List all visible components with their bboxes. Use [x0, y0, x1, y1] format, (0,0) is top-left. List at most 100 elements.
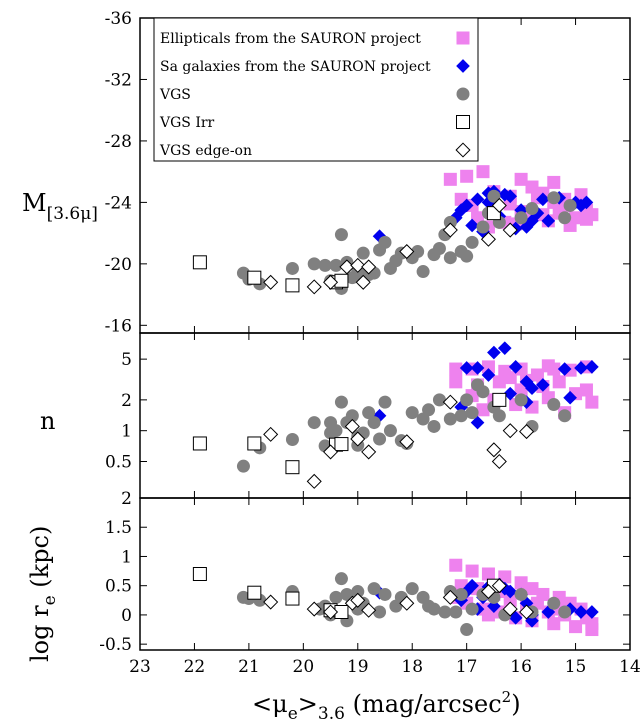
data-point-vgs-irr: [247, 436, 262, 451]
data-point-elliptical: [585, 623, 599, 637]
data-point-vgs: [443, 215, 457, 229]
data-point-vgs: [422, 599, 436, 613]
data-point-vgs: [563, 198, 577, 212]
data-marks-bottom: [192, 558, 599, 637]
data-point-sa-galaxy: [481, 368, 496, 382]
data-point-sa-galaxy: [574, 605, 588, 619]
legend-label: VGS: [159, 87, 191, 103]
data-point-sa-galaxy: [536, 192, 550, 207]
ticks-middle: 0.5 1 2 5: [105, 333, 631, 498]
data-point-vgs-edge-on: [480, 231, 496, 247]
legend-marker: [456, 115, 470, 129]
data-point-elliptical: [481, 360, 495, 374]
data-point-vgs-edge-on: [519, 604, 535, 620]
legend: Ellipticals from the SAURON project Sa ga…: [153, 17, 479, 162]
x-tick-label: 18: [401, 657, 423, 677]
data-point-elliptical: [585, 395, 599, 409]
data-point-vgs: [334, 572, 348, 586]
data-point-elliptical: [530, 368, 544, 382]
data-point-elliptical: [514, 172, 528, 186]
legend-box: [153, 17, 479, 162]
y-tick-label: 5: [121, 350, 132, 370]
data-point-vgs-irr: [192, 255, 207, 270]
data-point-sa-galaxy: [574, 198, 588, 213]
data-point-vgs-edge-on: [442, 222, 458, 238]
data-point-vgs: [460, 623, 474, 637]
y-axis-label-middle: n: [40, 407, 55, 435]
data-point-sa-galaxy: [465, 218, 479, 233]
data-point-vgs-edge-on: [399, 434, 415, 450]
x-tick-label: 15: [565, 657, 587, 677]
data-point-elliptical: [492, 375, 506, 389]
data-point-vgs-irr: [334, 437, 349, 452]
data-point-vgs: [558, 211, 572, 225]
legend-label: Sa galaxies from the SAURON project: [160, 59, 431, 75]
data-point-vgs: [514, 211, 528, 225]
data-point-elliptical: [481, 608, 495, 622]
data-point-vgs: [465, 235, 479, 249]
y-tick-label: 1.5: [105, 518, 132, 538]
data-point-vgs: [324, 426, 338, 440]
data-point-vgs: [307, 416, 321, 430]
data-point-vgs: [367, 416, 381, 430]
data-point-vgs: [411, 245, 425, 259]
data-point-sa-galaxy: [574, 361, 588, 375]
legend-label: VGS Irr: [159, 115, 215, 131]
data-point-vgs-edge-on: [323, 604, 339, 620]
y-tick-label: 0.5: [105, 453, 132, 473]
data-point-vgs-irr: [334, 273, 349, 288]
data-point-vgs-edge-on: [442, 394, 458, 410]
data-point-sa-galaxy: [563, 390, 577, 405]
data-point-vgs: [329, 590, 343, 604]
x-tick-label: 22: [184, 657, 206, 677]
data-point-vgs: [465, 602, 479, 616]
legend-marker: [456, 31, 470, 45]
data-point-vgs-irr: [285, 278, 300, 293]
data-point-vgs-edge-on: [350, 431, 366, 447]
data-point-vgs: [454, 409, 468, 423]
y-tick-label: 2: [121, 489, 132, 509]
y-tick-label: -20: [105, 255, 132, 275]
data-point-vgs: [465, 406, 479, 420]
data-point-vgs-edge-on: [399, 244, 415, 260]
data-point-vgs-edge-on: [361, 444, 377, 460]
legend-label: Ellipticals from the SAURON project: [160, 31, 421, 47]
data-point-vgs: [378, 587, 392, 601]
data-point-vgs-irr: [247, 270, 262, 285]
data-point-vgs-edge-on: [502, 601, 518, 617]
data-point-sa-galaxy: [508, 611, 523, 625]
data-point-elliptical: [449, 362, 463, 376]
x-tick-label: 20: [293, 657, 315, 677]
data-point-vgs: [443, 251, 457, 265]
data-point-elliptical: [541, 359, 555, 373]
x-tick-label: 21: [238, 657, 260, 677]
data-point-vgs-edge-on: [399, 595, 415, 611]
plot-frame-bottom: [139, 497, 631, 651]
data-point-vgs-irr: [285, 591, 300, 606]
data-point-vgs-edge-on: [442, 589, 458, 605]
data-point-vgs: [514, 393, 528, 407]
panel-bottom: -0.5 0 0.5 1 1.5 2 23 22 21 20 19 18 17 16 15 14 log re…: [26, 489, 641, 722]
data-point-vgs: [285, 261, 299, 275]
data-point-elliptical: [465, 564, 479, 578]
data-point-vgs-edge-on: [355, 274, 371, 290]
data-point-vgs: [471, 378, 485, 392]
data-point-elliptical: [449, 375, 463, 389]
data-point-elliptical: [552, 375, 566, 389]
y-tick-label: -16: [105, 316, 132, 336]
data-point-vgs-irr: [492, 392, 507, 407]
data-point-vgs: [356, 246, 370, 260]
legend-marker: [456, 59, 470, 73]
data-point-vgs: [492, 409, 506, 423]
data-point-vgs-edge-on: [323, 274, 339, 290]
data-point-vgs-edge-on: [491, 453, 507, 470]
legend-label: VGS edge-on: [159, 143, 252, 159]
y-tick-label: -0.5: [99, 635, 132, 655]
data-point-vgs: [334, 395, 348, 409]
y-tick-label: 0: [121, 606, 132, 626]
data-point-vgs: [329, 258, 343, 272]
data-point-vgs: [432, 241, 446, 255]
legend-items: Ellipticals from the SAURON project Sa ga…: [159, 31, 471, 159]
data-point-vgs: [307, 257, 321, 271]
data-point-sa-galaxy: [454, 203, 469, 217]
